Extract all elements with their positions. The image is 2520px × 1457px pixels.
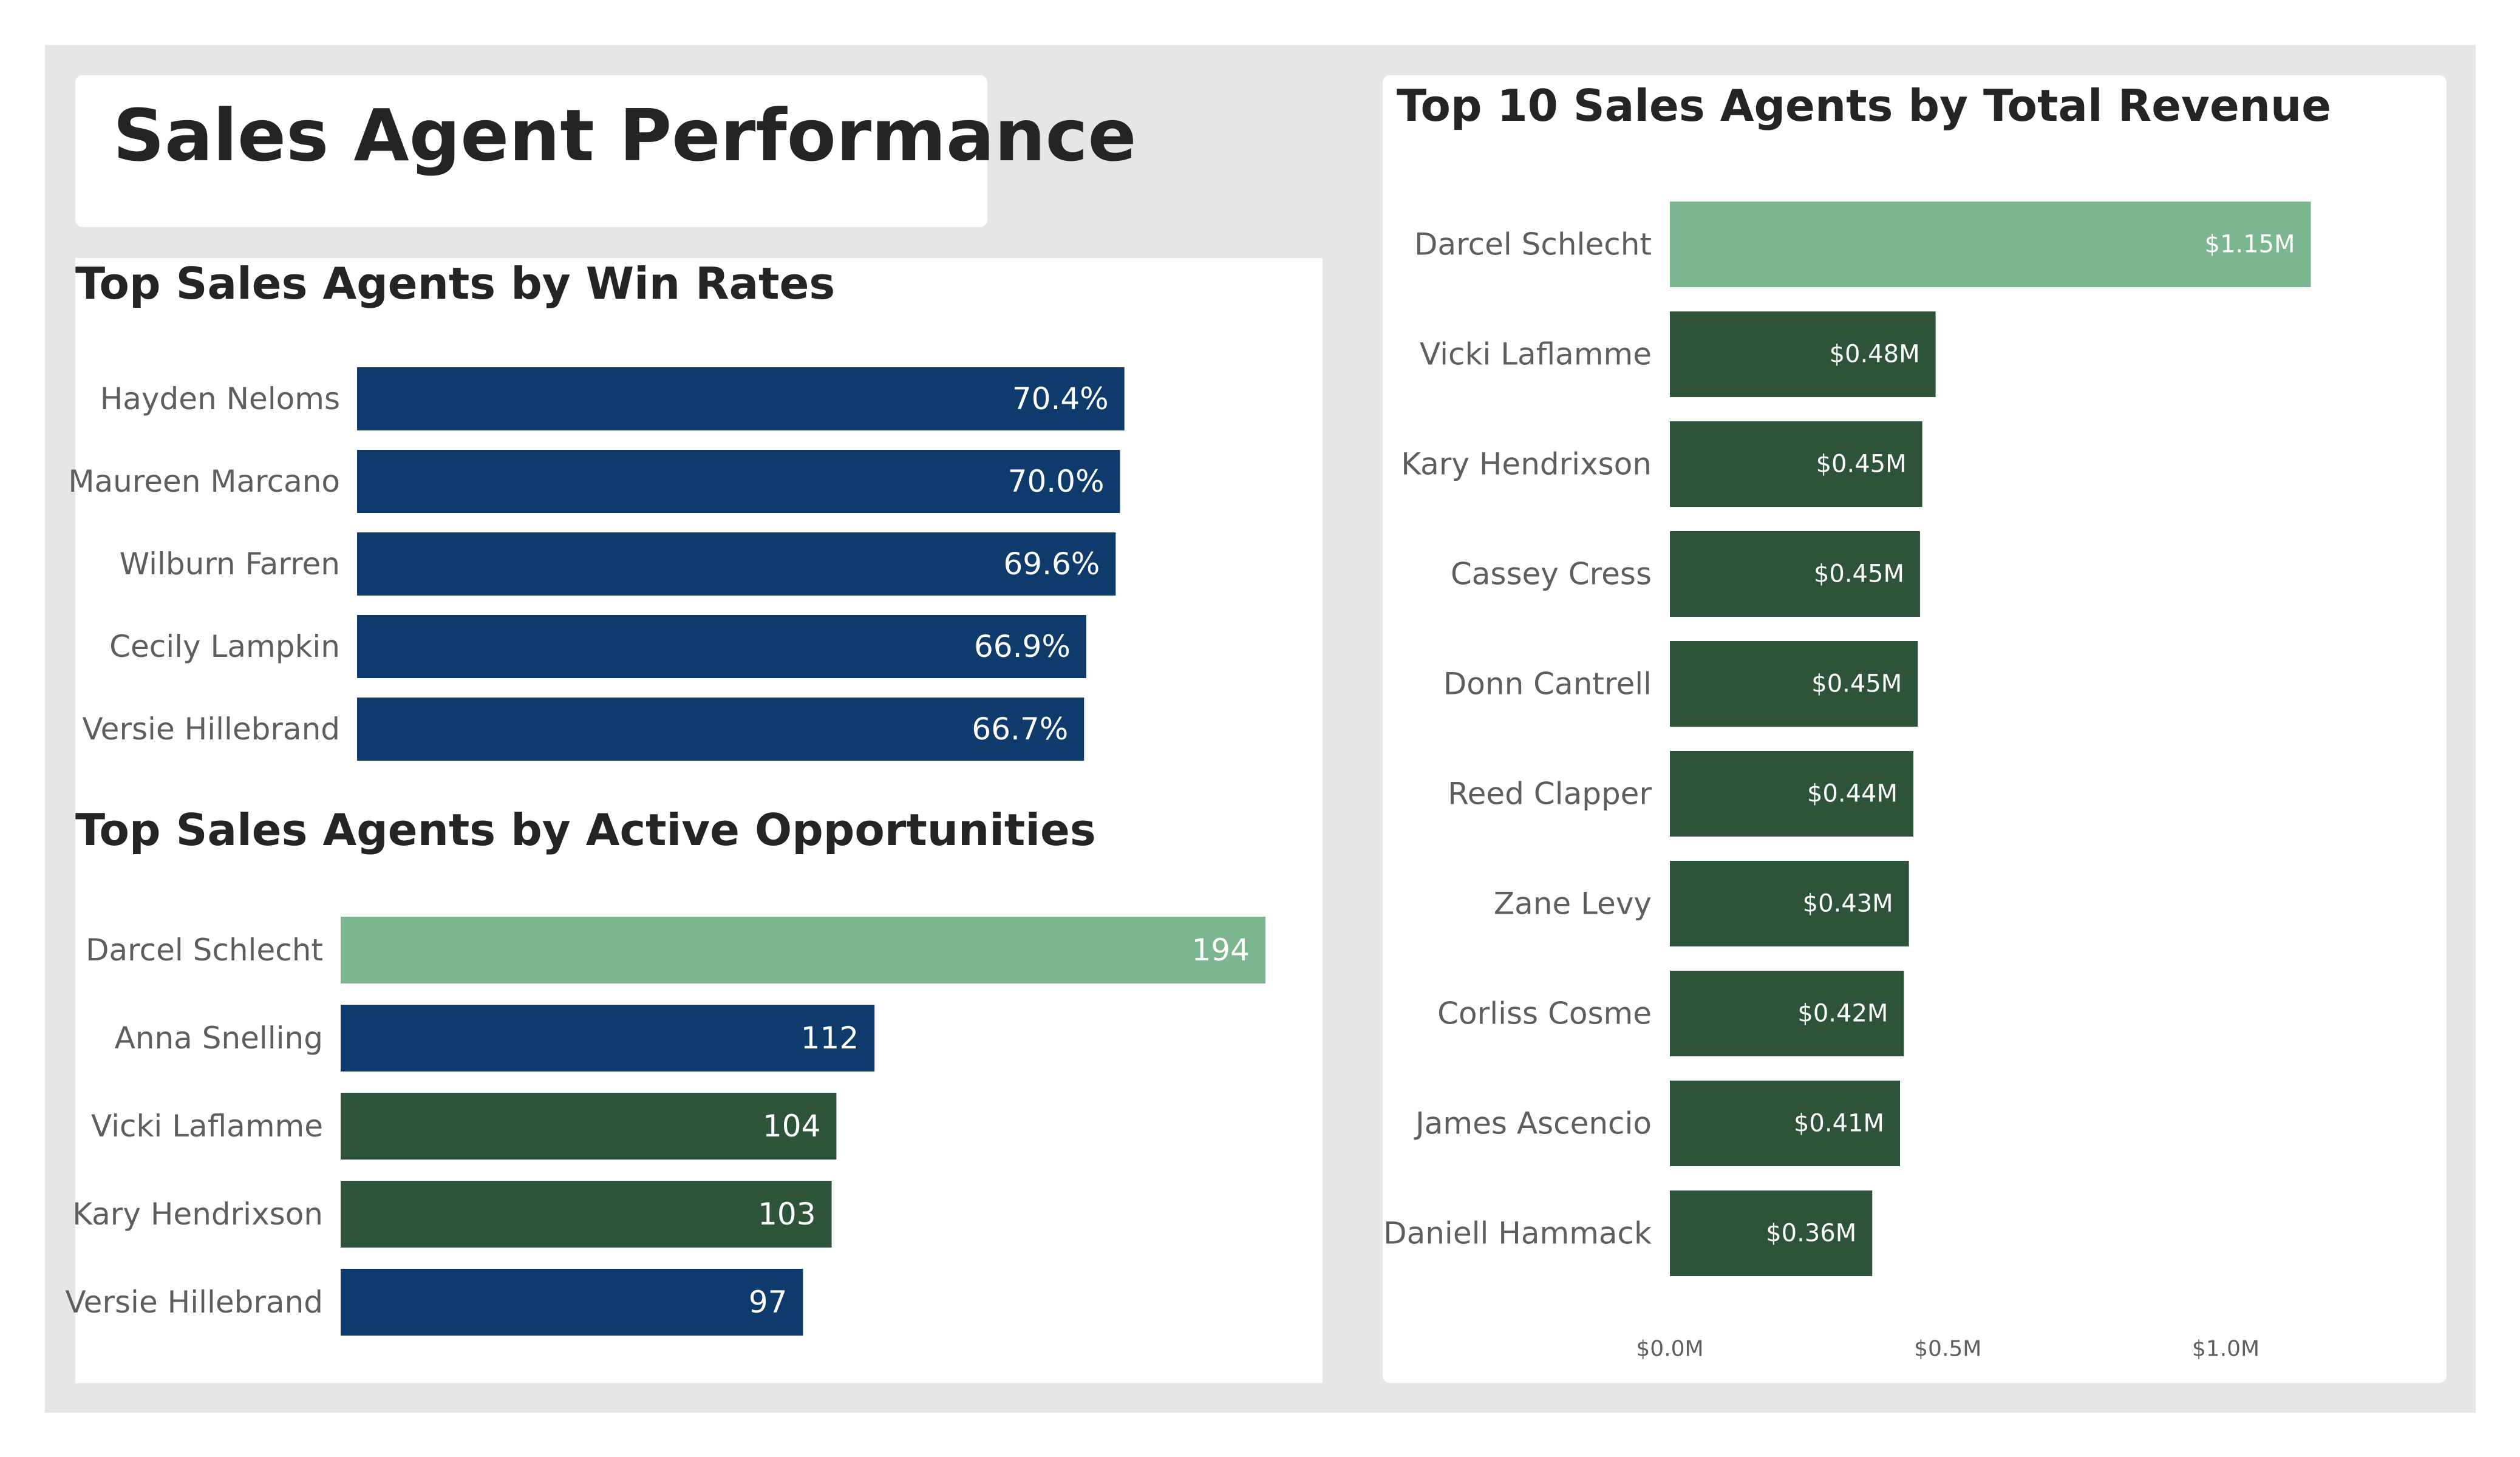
bar-revenue-7[interactable] bbox=[1670, 971, 1904, 1056]
category-label: Zane Levy bbox=[1494, 886, 1652, 922]
bar-revenue-3[interactable] bbox=[1670, 531, 1920, 617]
win-rates-chart: Hayden Neloms 70.4% Maureen Marcano 70.0% Wi… bbox=[68, 367, 1125, 761]
data-label: 97 bbox=[749, 1285, 788, 1320]
x-tick-label: $1.0M bbox=[2192, 1337, 2259, 1362]
category-label: Versie Hillebrand bbox=[65, 1285, 323, 1320]
bar-active-opps-3[interactable] bbox=[341, 1181, 832, 1248]
category-label: Anna Snelling bbox=[115, 1021, 323, 1056]
data-label: 103 bbox=[758, 1197, 816, 1232]
bar-revenue-6[interactable] bbox=[1670, 861, 1909, 946]
bar-revenue-8[interactable] bbox=[1670, 1081, 1901, 1166]
bar-win-rates-2[interactable] bbox=[357, 532, 1116, 596]
data-label: 194 bbox=[1191, 932, 1249, 968]
category-label: Donn Cantrell bbox=[1443, 667, 1652, 702]
page-title: Sales Agent Performance bbox=[113, 93, 1137, 177]
data-label: 70.0% bbox=[1008, 464, 1105, 499]
category-label: Cassey Cress bbox=[1451, 557, 1652, 592]
data-label: $0.48M bbox=[1830, 341, 1920, 368]
bar-revenue-4[interactable] bbox=[1670, 641, 1918, 727]
bar-active-opps-2[interactable] bbox=[341, 1093, 837, 1160]
x-tick-label: $0.0M bbox=[1636, 1337, 1703, 1362]
data-label: $0.43M bbox=[1803, 890, 1893, 918]
category-label: Darcel Schlecht bbox=[86, 932, 323, 968]
bar-revenue-2[interactable] bbox=[1670, 421, 1922, 507]
data-label: $0.42M bbox=[1797, 1000, 1888, 1028]
category-label: Cecily Lampkin bbox=[109, 629, 340, 664]
category-label: Versie Hillebrand bbox=[82, 712, 340, 747]
data-label: $0.45M bbox=[1814, 560, 1904, 588]
category-label: Corliss Cosme bbox=[1437, 996, 1652, 1031]
data-label: 66.7% bbox=[972, 712, 1068, 747]
bar-win-rates-4[interactable] bbox=[357, 698, 1085, 761]
title-card: Sales Agent Performance bbox=[75, 75, 1137, 227]
bar-active-opps-0[interactable] bbox=[341, 917, 1265, 983]
bar-revenue-1[interactable] bbox=[1670, 311, 1936, 397]
category-label: Darcel Schlecht bbox=[1414, 227, 1652, 262]
x-tick-label: $0.5M bbox=[1914, 1337, 1981, 1362]
category-label: Hayden Neloms bbox=[100, 381, 340, 416]
bar-win-rates-1[interactable] bbox=[357, 450, 1120, 513]
active-opps-title: Top Sales Agents by Active Opportunities bbox=[75, 804, 1096, 855]
bar-active-opps-4[interactable] bbox=[341, 1269, 803, 1336]
data-label: 104 bbox=[763, 1109, 820, 1144]
active-opps-chart: Darcel Schlecht 194 Anna Snelling 112 Vicki … bbox=[65, 917, 1265, 1336]
bar-win-rates-0[interactable] bbox=[357, 367, 1125, 430]
data-label: $0.36M bbox=[1766, 1220, 1856, 1248]
data-label: $0.41M bbox=[1794, 1110, 1884, 1138]
win-rates-title: Top Sales Agents by Win Rates bbox=[75, 258, 836, 309]
category-label: Kary Hendrixson bbox=[1401, 447, 1652, 482]
bar-revenue-5[interactable] bbox=[1670, 751, 1913, 837]
revenue-title: Top 10 Sales Agents by Total Revenue bbox=[1397, 80, 2332, 131]
data-label: $0.44M bbox=[1807, 780, 1898, 808]
data-label: 66.9% bbox=[974, 629, 1071, 664]
bar-win-rates-3[interactable] bbox=[357, 615, 1086, 678]
bar-revenue-0[interactable] bbox=[1670, 202, 2311, 287]
category-label: Reed Clapper bbox=[1448, 776, 1652, 812]
data-label: 70.4% bbox=[1012, 381, 1109, 416]
category-label: Maureen Marcano bbox=[68, 464, 340, 499]
data-label: 112 bbox=[801, 1021, 859, 1056]
bar-revenue-9[interactable] bbox=[1670, 1190, 1873, 1276]
data-label: $0.45M bbox=[1816, 450, 1907, 478]
data-label: $1.15M bbox=[2205, 231, 2295, 259]
category-label: Daniell Hammack bbox=[1383, 1216, 1652, 1251]
category-label: Kary Hendrixson bbox=[72, 1197, 323, 1232]
category-label: Wilburn Farren bbox=[120, 546, 340, 582]
revenue-chart: Darcel Schlecht $1.15M Vicki Laflamme $0.48… bbox=[1383, 202, 2311, 1362]
bar-active-opps-1[interactable] bbox=[341, 1005, 875, 1072]
data-label: 69.6% bbox=[1003, 546, 1100, 582]
category-label: James Ascencio bbox=[1414, 1106, 1652, 1141]
category-label: Vicki Laflamme bbox=[1420, 337, 1652, 372]
right-panel bbox=[1383, 75, 2447, 1383]
data-label: $0.45M bbox=[1811, 670, 1902, 698]
category-label: Vicki Laflamme bbox=[91, 1109, 323, 1144]
